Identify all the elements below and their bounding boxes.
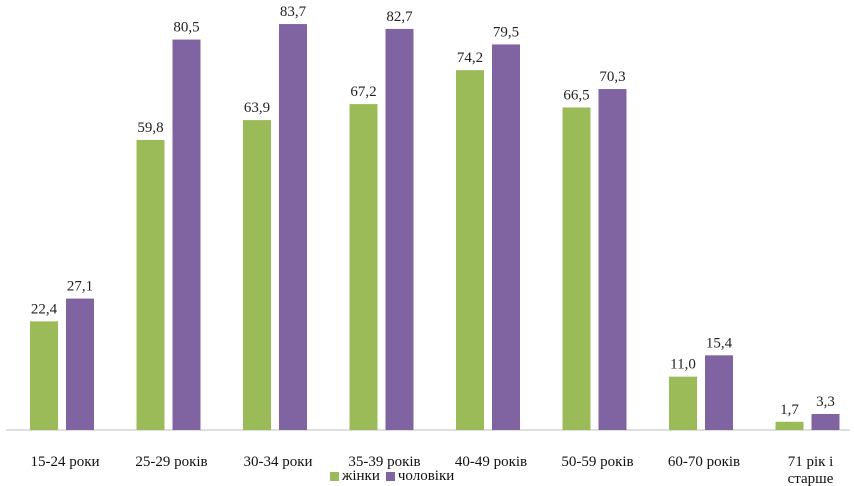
bar-men-3	[385, 28, 414, 431]
legend-label-men: чоловіки	[397, 468, 455, 484]
bar-men-7	[811, 413, 840, 430]
legend: жінки чоловіки	[330, 466, 454, 486]
category-labels-group: 15-24 роки 25-29 років 30-34 роки 35-39 рок…	[30, 454, 833, 486]
category-label-3: 35-39 років	[348, 454, 420, 470]
value-label-men-1: 80,5	[173, 20, 199, 36]
value-label-women-3: 67,2	[350, 84, 376, 100]
bar-men-5	[598, 89, 627, 431]
category-label-5: 50-59 років	[561, 454, 633, 470]
legend-swatch-women	[330, 471, 339, 481]
category-label-4: 40-49 років	[455, 454, 527, 470]
legend-item-men: чоловіки	[385, 468, 455, 484]
bar-men-1	[172, 39, 201, 430]
bar-men-4	[492, 44, 520, 431]
bar-women-5	[562, 107, 591, 430]
value-label-women-1: 59,8	[137, 120, 163, 136]
value-label-women-7: 1,7	[780, 402, 799, 418]
bar-women-7	[775, 421, 804, 430]
bar-men-6	[705, 355, 733, 430]
value-label-men-3: 82,7	[386, 9, 413, 25]
value-label-men-6: 15,4	[706, 335, 733, 351]
bar-women-0	[30, 321, 58, 430]
value-label-men-5: 70,3	[599, 69, 625, 85]
value-label-women-4: 74,2	[457, 50, 483, 66]
bar-women-4	[456, 70, 484, 430]
value-label-women-0: 22,4	[31, 301, 58, 317]
category-label-6: 60-70 років	[668, 454, 740, 470]
legend-swatch-men	[385, 471, 395, 481]
bar-women-2	[243, 120, 271, 431]
category-label-0: 15-24 роки	[30, 454, 99, 470]
category-label-1: 25-29 років	[135, 454, 207, 470]
category-label-2: 30-34 роки	[243, 454, 312, 470]
value-label-women-6: 11,0	[670, 357, 696, 373]
value-label-men-0: 27,1	[67, 279, 93, 295]
bars-group	[30, 24, 840, 431]
bar-women-3	[349, 104, 378, 430]
bar-women-6	[669, 376, 697, 430]
legend-item-women: жінки	[330, 468, 380, 484]
category-label-7: 71 рік і старше	[788, 454, 834, 486]
value-label-men-4: 79,5	[493, 24, 519, 40]
bar-men-2	[279, 24, 307, 431]
bar-men-0	[66, 298, 94, 430]
legend-label-women: жінки	[342, 468, 380, 484]
bar-women-1	[136, 139, 165, 430]
value-labels-group: 22,4 27,1 59,8 80,5 63,9 83,7 67,2 82,7 74,2 79,5…	[31, 4, 835, 418]
value-label-women-2: 63,9	[244, 100, 270, 116]
value-label-men-2: 83,7	[280, 4, 307, 20]
value-label-women-5: 66,5	[563, 87, 589, 103]
value-label-men-7: 3,3	[816, 394, 835, 410]
